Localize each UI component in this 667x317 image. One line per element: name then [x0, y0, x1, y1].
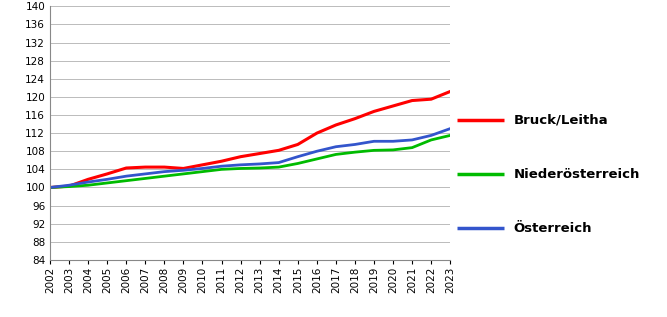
Text: Bruck/Leitha: Bruck/Leitha: [514, 114, 608, 127]
Text: Österreich: Österreich: [514, 222, 592, 235]
Text: Niederösterreich: Niederösterreich: [514, 168, 640, 181]
